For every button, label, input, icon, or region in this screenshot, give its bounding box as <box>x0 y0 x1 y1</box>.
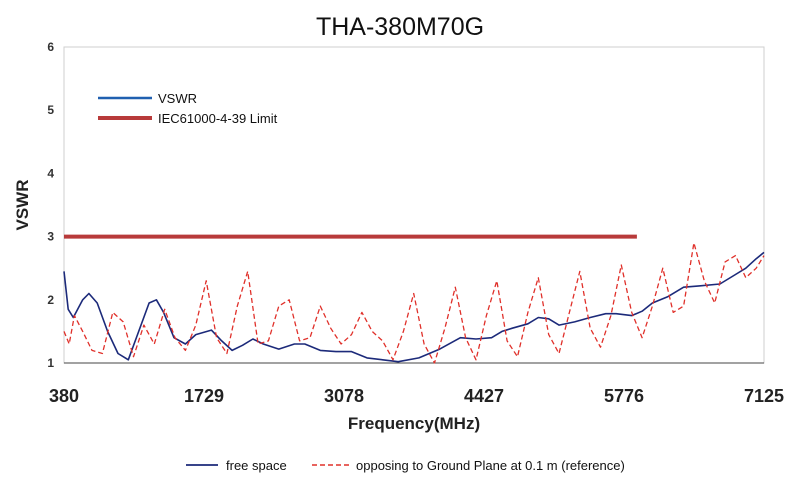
y-tick-label: 1 <box>47 356 54 370</box>
legend-top: VSWR IEC61000-4-39 Limit <box>98 91 278 126</box>
x-tick-label: 1729 <box>184 386 224 406</box>
legend-label-ground-plane: opposing to Ground Plane at 0.1 m (refer… <box>356 458 625 473</box>
legend-label-limit: IEC61000-4-39 Limit <box>158 111 278 126</box>
x-tick-label: 4427 <box>464 386 504 406</box>
y-axis-ticks: 1 2 3 4 5 6 <box>47 40 54 370</box>
series-layer <box>63 234 765 364</box>
y-tick-label: 3 <box>47 230 54 244</box>
legend-label-free-space: free space <box>226 458 287 473</box>
y-tick-label: 6 <box>47 40 54 54</box>
x-tick-label: 3078 <box>324 386 364 406</box>
series-line-2 <box>63 242 765 364</box>
plot-area <box>63 46 765 364</box>
x-axis-label: Frequency(MHz) <box>348 414 480 433</box>
legend-bottom: free space opposing to Ground Plane at 0… <box>186 458 625 473</box>
y-tick-label: 5 <box>47 103 54 117</box>
series-line-1 <box>63 251 765 363</box>
x-tick-label: 5776 <box>604 386 644 406</box>
legend-label-vswr: VSWR <box>158 91 197 106</box>
x-tick-label: 7125 <box>744 386 784 406</box>
y-axis-label: VSWR <box>13 180 32 231</box>
x-axis-ticks: 380 1729 3078 4427 5776 7125 <box>49 386 784 406</box>
chart-title: THA-380M70G <box>316 13 484 41</box>
y-tick-label: 4 <box>47 166 54 180</box>
x-tick-label: 380 <box>49 386 79 406</box>
y-tick-label: 2 <box>47 293 54 307</box>
